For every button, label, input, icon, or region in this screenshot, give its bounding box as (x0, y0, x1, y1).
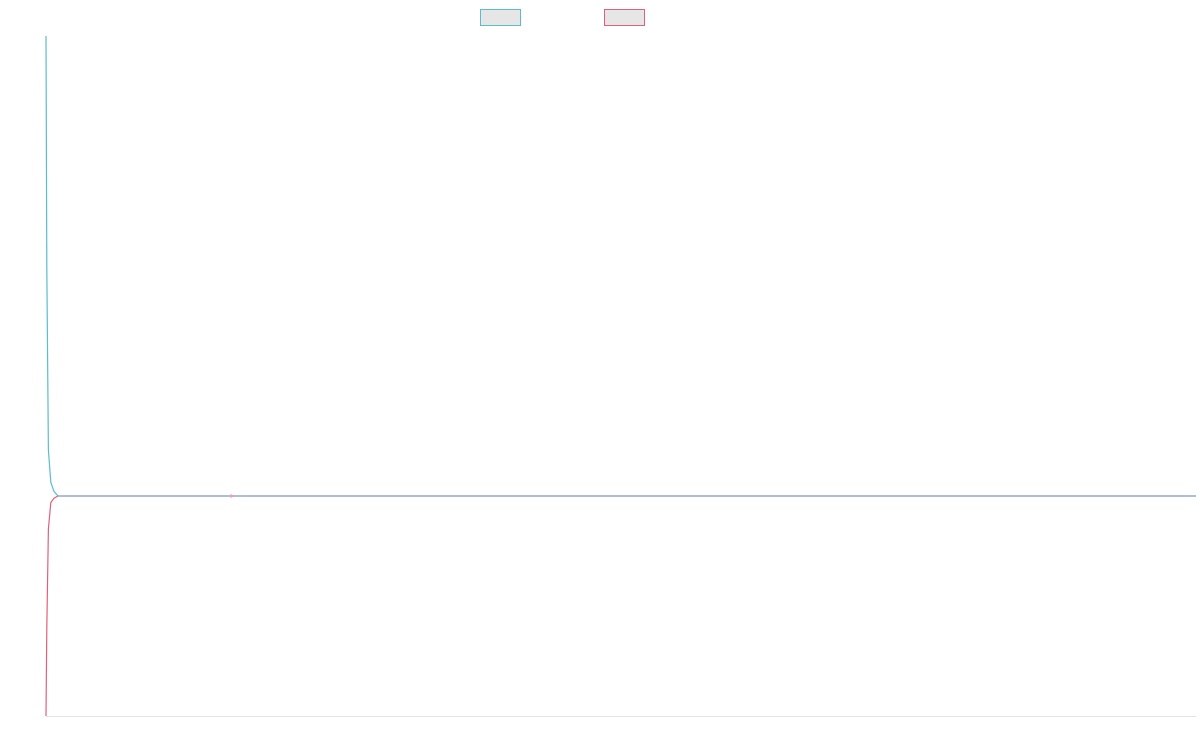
series-layer (45, 35, 1196, 717)
legend-swatch-series-2[interactable] (604, 9, 645, 26)
series-line-1 (45, 35, 59, 497)
legend (480, 9, 645, 26)
series-line-2 (45, 495, 59, 717)
data-point-marker[interactable] (229, 494, 233, 498)
legend-swatch-series-1[interactable] (480, 9, 521, 26)
